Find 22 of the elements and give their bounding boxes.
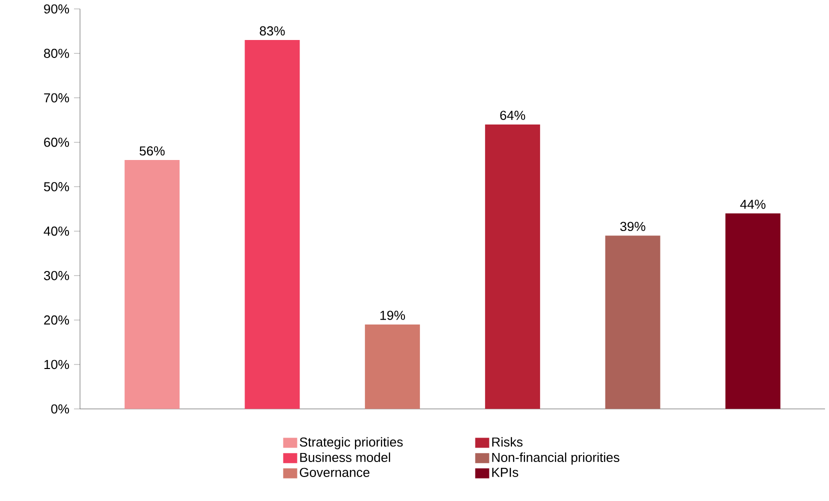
y-tick-label: 30% (44, 271, 69, 280)
y-tick-label: 20% (44, 315, 69, 325)
data-label: 19% (380, 310, 405, 320)
legend-label: Non-financial priorities (492, 452, 620, 465)
y-tick-label: 10% (44, 360, 69, 370)
legend-label: KPIs (492, 468, 518, 477)
y-tick-label: 80% (44, 48, 69, 58)
y-tick-label: 90% (44, 4, 69, 14)
data-label: 39% (620, 222, 646, 232)
legend-label: Risks (492, 437, 523, 447)
y-tick-label: 0% (51, 404, 70, 414)
y-tick-label: 40% (44, 226, 69, 236)
y-tick-label: 50% (44, 182, 69, 192)
data-label: 64% (500, 110, 526, 120)
legend-label: Governance (300, 468, 370, 478)
y-tick-label: 70% (44, 93, 69, 102)
legend-label: Strategic priorities (300, 437, 403, 450)
data-label: 83% (260, 26, 285, 36)
legend-label: Business model (300, 452, 390, 462)
y-tick-label: 60% (44, 138, 69, 147)
data-label: 56% (140, 146, 165, 156)
data-label: 44% (740, 200, 766, 209)
